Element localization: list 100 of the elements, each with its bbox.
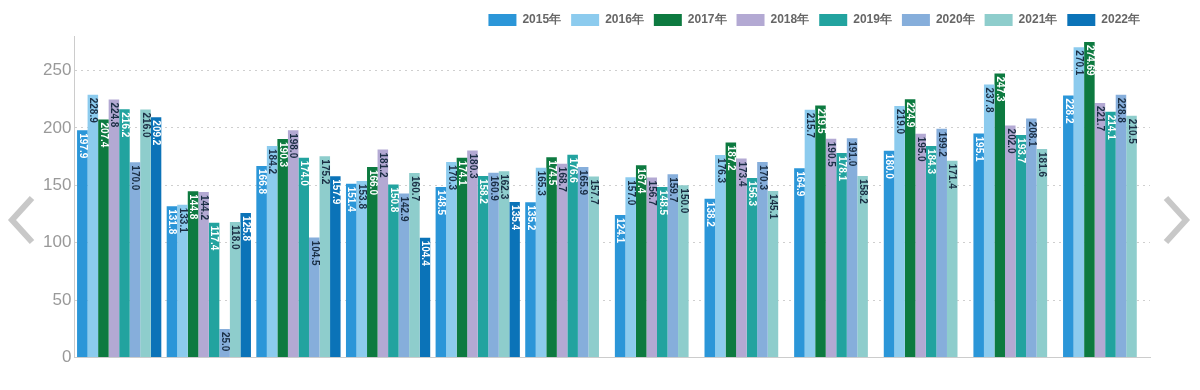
data-label: 228.2 — [1063, 98, 1075, 124]
data-label: 165.3 — [536, 170, 548, 197]
bar — [904, 99, 916, 358]
bar — [409, 173, 420, 358]
bar — [804, 109, 816, 358]
bar — [330, 176, 341, 358]
data-label: 148.5 — [436, 190, 448, 216]
data-label: 209.2 — [151, 120, 163, 146]
data-label: 195.0 — [915, 136, 927, 163]
legend-label: 2021年 — [1018, 12, 1058, 27]
bar — [488, 172, 499, 358]
data-label: 166.8 — [256, 169, 268, 195]
data-label: 165.9 — [578, 170, 590, 196]
data-label: 187.2 — [726, 145, 738, 172]
data-label: 157.9 — [330, 179, 342, 205]
bar — [1063, 95, 1074, 358]
data-label: 158.2 — [857, 178, 869, 205]
bar — [1005, 125, 1016, 358]
data-label: 190.5 — [826, 141, 838, 168]
legend-label: 2015年 — [522, 12, 562, 27]
data-label: 190.3 — [277, 142, 289, 168]
bar — [678, 185, 689, 358]
bar — [1026, 118, 1037, 358]
bar — [794, 168, 805, 358]
bar — [367, 166, 378, 358]
data-label: 224.9 — [905, 102, 917, 128]
data-label: 270.1 — [1074, 50, 1086, 76]
bar — [1126, 115, 1137, 358]
bar — [936, 128, 947, 358]
legend-label: 2016年 — [605, 12, 644, 27]
data-label: 25.0 — [219, 331, 231, 352]
bar — [509, 202, 520, 358]
bar — [1084, 42, 1095, 358]
data-label: 214.1 — [1105, 114, 1117, 141]
bar — [256, 166, 267, 358]
data-label: 162.3 — [499, 174, 511, 200]
data-label: 202.0 — [1005, 128, 1017, 155]
data-label: 237.8 — [984, 87, 996, 113]
data-label: 160.7 — [409, 176, 421, 202]
bar — [646, 177, 657, 358]
y-tick-label: 0 — [61, 347, 72, 367]
data-label: 199.2 — [936, 131, 948, 158]
data-label: 104.4 — [420, 240, 432, 267]
bar — [298, 157, 309, 358]
data-label: 180.0 — [884, 153, 896, 180]
data-label: 193.7 — [1016, 138, 1028, 164]
bar — [1073, 47, 1085, 358]
data-label: 164.9 — [794, 171, 806, 197]
data-label: 170.3 — [757, 165, 769, 191]
bar — [757, 162, 768, 358]
data-label: 133.1 — [177, 207, 189, 234]
data-label: 176.6 — [567, 157, 579, 184]
data-label: 228.8 — [1116, 97, 1128, 124]
bar — [388, 184, 399, 358]
y-tick-label: 150 — [42, 175, 72, 194]
data-label: 150.8 — [388, 187, 400, 213]
bar — [446, 162, 457, 358]
bar — [994, 73, 1006, 358]
bar — [240, 213, 251, 358]
data-label: 159.7 — [668, 177, 680, 203]
y-tick-label: 200 — [42, 117, 72, 137]
data-label: 125.8 — [240, 216, 252, 242]
data-label: 180.3 — [467, 153, 479, 179]
bar — [277, 139, 288, 358]
data-label: 221.7 — [1095, 105, 1107, 132]
data-label: 157.0 — [625, 180, 637, 206]
legend-label: 2019年 — [853, 12, 892, 27]
data-label: 216.0 — [140, 112, 152, 138]
bar — [736, 158, 747, 358]
bar — [983, 84, 995, 358]
data-label: 210.5 — [1126, 118, 1138, 145]
bar — [1094, 102, 1106, 358]
bar — [525, 202, 536, 358]
data-label: 175.2 — [320, 159, 332, 185]
data-label: 142.9 — [399, 196, 411, 222]
y-tick-label: 100 — [42, 232, 72, 252]
bar — [715, 155, 726, 358]
data-label: 224.8 — [109, 102, 121, 128]
bar — [108, 99, 120, 358]
data-label: 118.0 — [230, 225, 242, 250]
bar — [973, 133, 984, 358]
data-label: 158.2 — [478, 178, 490, 205]
bar — [894, 106, 905, 358]
bar — [588, 176, 599, 358]
data-label: 195.1 — [973, 136, 985, 162]
data-label: 117.4 — [209, 225, 221, 251]
data-label: 145.1 — [768, 193, 780, 220]
bar — [98, 119, 109, 358]
data-label: 216.2 — [119, 112, 131, 138]
data-label: 184.2 — [267, 149, 279, 175]
data-label: 157.7 — [588, 179, 600, 205]
data-label: 215.7 — [805, 112, 817, 139]
data-label: 228.9 — [88, 97, 100, 124]
data-label: 171.4 — [947, 163, 959, 190]
data-label: 131.8 — [167, 209, 179, 235]
bar — [915, 133, 926, 358]
data-label: 181.2 — [378, 152, 390, 178]
data-label: 178.1 — [836, 156, 848, 182]
data-label: 104.5 — [309, 240, 321, 267]
data-label: 166.0 — [367, 169, 379, 196]
